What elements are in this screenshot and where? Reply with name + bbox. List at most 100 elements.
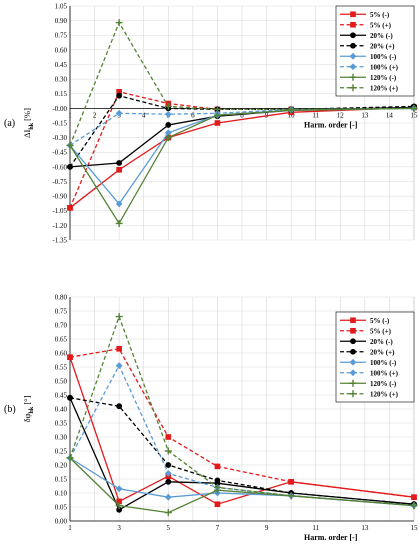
data-point <box>410 104 418 112</box>
data-point <box>214 463 221 470</box>
data-point <box>214 477 221 484</box>
x-tick-label: 12 <box>337 111 345 119</box>
y-tick-label: -1.05 <box>52 207 67 215</box>
data-point <box>116 403 123 410</box>
x-tick-label: 11 <box>312 111 319 119</box>
legend-marker <box>349 379 357 387</box>
legend-marker <box>350 338 356 345</box>
y-tick-label: 0.90 <box>55 17 68 25</box>
legend-label: 100% (+) <box>370 369 399 377</box>
data-point <box>115 362 123 369</box>
x-tick-label: 9 <box>265 524 269 532</box>
x-tick-label: 14 <box>386 111 394 119</box>
legend-marker <box>350 348 356 355</box>
legend-marker <box>350 42 356 49</box>
x-tick-label: 1 <box>68 111 72 119</box>
y-tick-label: 0.15 <box>55 475 68 483</box>
legend-marker <box>349 73 357 81</box>
data-point <box>164 134 172 142</box>
y-tick-label: -0.75 <box>52 178 67 186</box>
data-point <box>116 160 123 166</box>
series-line <box>69 21 415 146</box>
legend-marker <box>349 63 357 71</box>
legend-label: 120% (+) <box>370 390 399 398</box>
y-tick-label: 0.45 <box>55 61 68 69</box>
y-tick-label: 0.35 <box>55 419 68 427</box>
y-tick-label: 0.60 <box>55 46 68 54</box>
y-tick-label: -1.20 <box>52 222 67 230</box>
data-point <box>214 120 221 126</box>
legend-box <box>335 5 415 97</box>
data-point <box>67 394 73 401</box>
data-point <box>116 92 123 99</box>
x-tick-label: 11 <box>312 524 319 532</box>
y-tick-label: 0.55 <box>55 363 68 371</box>
data-point <box>115 200 123 208</box>
legend-box <box>335 311 415 403</box>
y-tick-label: 0.25 <box>55 447 68 455</box>
data-point <box>116 506 123 513</box>
data-point <box>115 502 123 510</box>
data-point <box>164 509 172 517</box>
data-point <box>164 493 172 501</box>
x-tick-label: 8 <box>240 111 244 119</box>
legend-label: 5% (+) <box>370 21 392 29</box>
legend-marker <box>350 317 356 324</box>
legend-marker <box>349 358 357 366</box>
series-line <box>69 107 415 225</box>
data-point <box>115 219 123 227</box>
x-axis-title: Harm. order [-] <box>304 533 358 542</box>
panel-label: (b) <box>4 404 16 415</box>
legend-label: 100% (+) <box>370 63 399 71</box>
legend-marker <box>349 84 357 92</box>
x-tick-label: 4 <box>142 111 146 119</box>
panel-label: (a) <box>4 118 15 129</box>
series-line <box>69 356 415 505</box>
data-point <box>164 470 172 477</box>
legend-label: 20% (+) <box>370 348 395 356</box>
chart-b: 0.00 0.05 0.10 0.15 0.20 0.25 0.30 0.35 0.40 0.45… <box>4 293 418 542</box>
data-point <box>164 110 172 118</box>
legend-marker <box>350 327 356 334</box>
legend-label: 5% (+) <box>370 327 392 335</box>
y-axis-title: ΔIhk [%] <box>22 108 35 138</box>
legend: 5% (-) 5% (+) 20% (-) 20% (+) 100% (-) 100% (… <box>335 311 415 403</box>
y-tick-label: 0.60 <box>55 349 68 357</box>
legend-label: 100% (-) <box>370 53 397 61</box>
y-tick-label: 0.70 <box>55 321 68 329</box>
data-point <box>115 485 123 493</box>
data-point <box>165 122 172 128</box>
data-point <box>67 205 73 211</box>
x-tick-label: 15 <box>411 111 419 119</box>
y-tick-label: 0.80 <box>55 293 68 301</box>
data-point <box>164 129 172 137</box>
legend-label: 20% (+) <box>370 42 395 50</box>
x-tick-label: 2 <box>93 111 97 119</box>
x-tick-label: 6 <box>191 111 195 119</box>
legend-marker <box>350 11 356 18</box>
legend-label: 120% (-) <box>370 74 397 82</box>
y-tick-label: 0.10 <box>55 489 68 497</box>
y-tick-label: 0.30 <box>55 76 68 84</box>
data-point <box>165 478 172 485</box>
chart-a: -1.35 -1.20 -1.05 -0.90 -0.75 -0.60 -0.45 -0.30… <box>4 2 418 244</box>
y-tick-label: -0.45 <box>52 149 67 157</box>
y-tick-label: -0.60 <box>52 163 67 171</box>
y-tick-label: 0.65 <box>55 335 68 343</box>
data-point <box>115 109 123 117</box>
legend-marker <box>349 369 357 377</box>
data-point <box>164 447 172 455</box>
legend-label: 120% (+) <box>370 84 399 92</box>
legend-marker <box>349 52 357 60</box>
x-tick-label: 13 <box>361 524 369 532</box>
y-tick-label: 0.00 <box>55 517 68 525</box>
data-point <box>287 492 295 500</box>
data-point <box>288 479 294 485</box>
data-point <box>213 105 221 113</box>
y-tick-label: 0.75 <box>55 32 68 40</box>
x-axis-title: Harm. order [-] <box>304 120 358 129</box>
x-tick-label: 15 <box>411 524 419 532</box>
y-tick-label: -0.00 <box>52 105 67 113</box>
series-line <box>69 107 415 146</box>
